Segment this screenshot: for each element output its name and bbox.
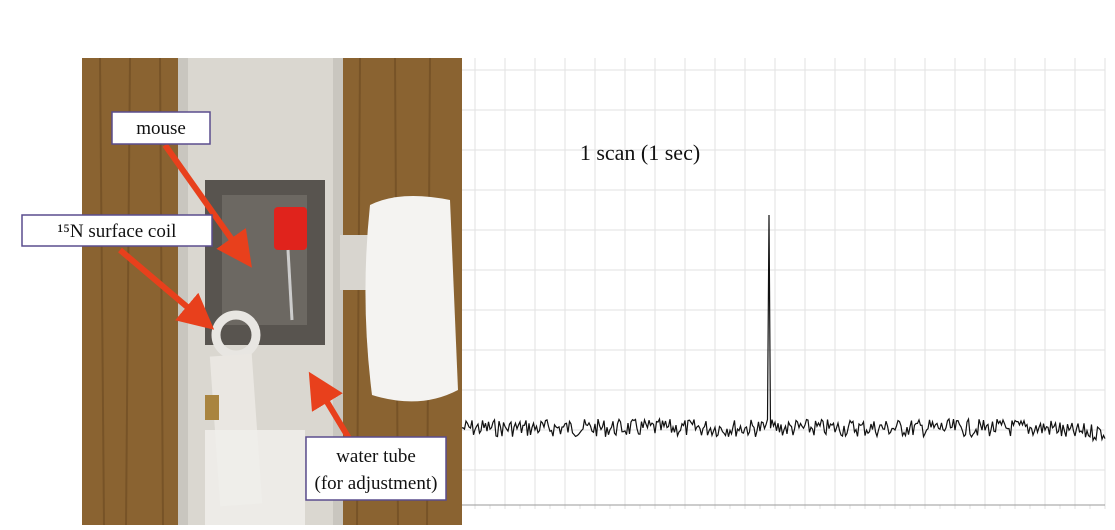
label-box [21,214,213,247]
caption: 1 scan (1 sec) [580,140,700,165]
label: water tube [336,446,416,467]
photo [82,57,462,526]
label: mouse [136,118,186,139]
spectrum-trace [461,214,1106,443]
label-box [305,436,447,501]
label: (for adjustment) [315,473,438,494]
grid [462,58,1106,509]
label-box [111,111,211,145]
arrows [118,143,353,442]
label: ¹⁵N surface coil [58,221,177,242]
